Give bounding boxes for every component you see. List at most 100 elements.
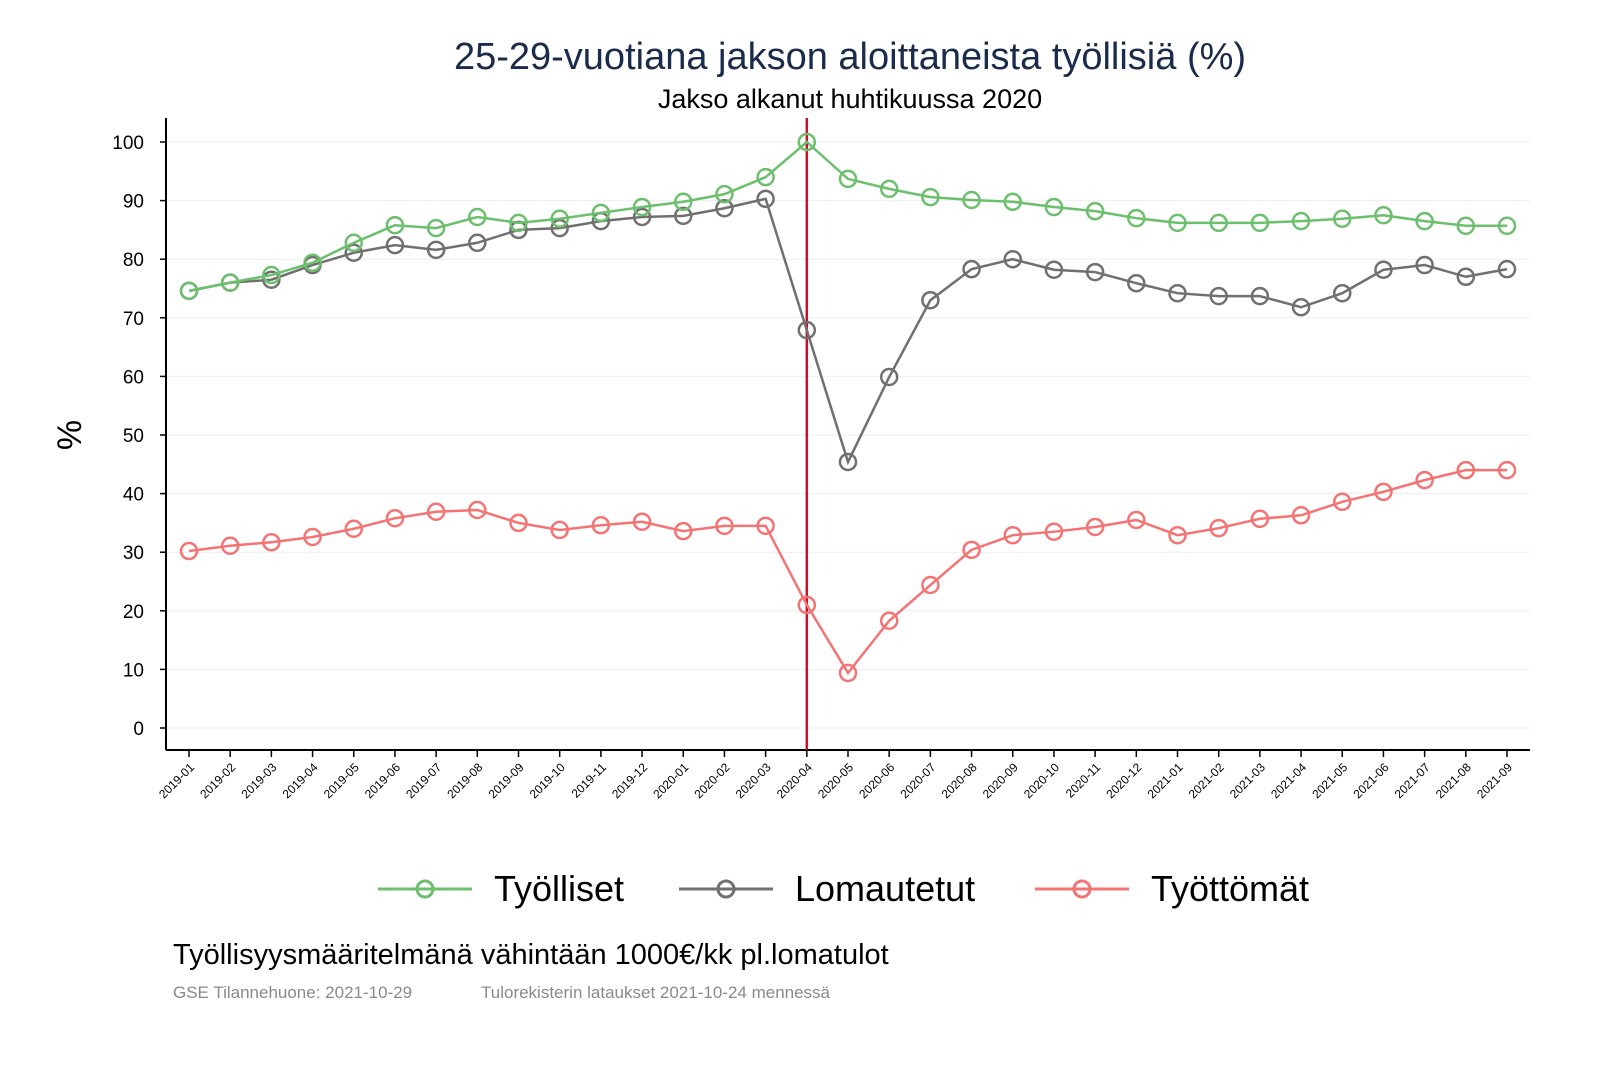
data-point (1415, 255, 1434, 275)
data-point (1291, 506, 1311, 525)
data-point (962, 540, 981, 560)
data-point (550, 218, 569, 238)
x-tick-label: 2021-07 (1392, 760, 1433, 801)
data-point (550, 209, 569, 229)
data-point (591, 515, 611, 535)
x-tick-label: 2019-04 (280, 760, 321, 801)
data-point (797, 595, 817, 615)
data-point (303, 253, 322, 272)
data-point (1497, 259, 1517, 279)
series-line (188, 140, 1507, 293)
data-point (426, 218, 446, 238)
data-point (921, 187, 940, 207)
data-point (1497, 460, 1517, 480)
data-note: Tulorekisterin lataukset 2021-10-24 menn… (481, 983, 831, 1002)
data-point (1127, 273, 1146, 293)
series-1 (179, 189, 1517, 472)
data-point (385, 215, 405, 235)
x-tick-label: 2020-03 (733, 760, 774, 801)
data-point (1085, 262, 1105, 282)
data-point (1333, 283, 1352, 303)
x-tick-label: 2019-01 (156, 760, 197, 801)
data-point (1003, 525, 1022, 545)
data-point (1127, 510, 1146, 530)
data-point (591, 203, 611, 223)
data-point (1333, 209, 1352, 229)
data-point (1497, 216, 1517, 236)
x-tick-label: 2020-02 (692, 760, 733, 801)
data-point (1003, 192, 1022, 212)
y-tick-label: 10 (123, 660, 144, 681)
data-point (838, 169, 858, 189)
legend-label: Lomautetut (795, 868, 976, 909)
x-tick-label: 2020-09 (980, 760, 1021, 801)
data-point (632, 512, 652, 531)
x-tick-label: 2020-06 (856, 760, 897, 801)
data-point (715, 516, 734, 536)
data-point (1209, 213, 1228, 233)
data-point (344, 519, 363, 539)
y-tick-label: 60 (123, 367, 144, 388)
data-point (1168, 283, 1187, 303)
legend-label: Työttömät (1151, 868, 1310, 909)
data-point (756, 189, 775, 209)
data-point (1456, 460, 1476, 480)
y-tick-label: 40 (123, 485, 144, 506)
series-line (188, 468, 1507, 676)
data-point (1003, 249, 1022, 269)
data-point (426, 240, 446, 260)
legend-label: Työlliset (494, 868, 625, 909)
data-point (426, 502, 446, 522)
data-point (879, 611, 899, 631)
y-tick-label: 80 (123, 250, 144, 271)
y-tick-label: 90 (123, 192, 144, 213)
data-point (715, 184, 734, 204)
data-point (1044, 522, 1064, 541)
data-point (756, 516, 775, 536)
data-point (262, 532, 281, 552)
x-tick-label: 2020-10 (1021, 760, 1062, 801)
x-tick-label: 2019-07 (403, 760, 444, 801)
series-0 (179, 132, 1517, 301)
definition-note: Työllisyysmääritelmänä vähintään 1000€/k… (173, 939, 889, 971)
legend-item-tyottomat: Työttömät (1035, 868, 1309, 910)
legend-item-tyolliset: Työlliset (378, 868, 624, 910)
y-tick-label: 50 (123, 426, 144, 447)
data-point (1209, 518, 1228, 538)
x-tick-label: 2020-05 (815, 760, 856, 801)
x-tick-label: 2021-09 (1474, 760, 1515, 801)
x-tick-label: 2019-08 (444, 760, 485, 801)
x-tick-label: 2020-04 (774, 760, 815, 801)
data-point (879, 367, 899, 387)
legend-marker-green (378, 879, 472, 899)
data-point (797, 132, 817, 152)
x-tick-label: 2021-06 (1351, 760, 1392, 801)
series-line (188, 197, 1508, 466)
data-point (1456, 216, 1476, 236)
data-point (509, 213, 528, 233)
data-point (674, 192, 693, 212)
y-axis-label: % (51, 420, 89, 450)
legend-marker-gray (679, 879, 773, 899)
y-tick-label: 20 (123, 602, 144, 623)
data-point (674, 521, 693, 541)
x-tick-label: 2019-12 (609, 760, 650, 801)
y-tick-label: 0 (133, 719, 144, 740)
chart-title: 25-29-vuotiana jakson aloittaneista työl… (453, 36, 1247, 78)
y-tick-label: 70 (123, 309, 144, 330)
legend-item-lomautetut: Lomautetut (679, 868, 975, 910)
data-point (468, 207, 487, 227)
x-tick-label: 2021-08 (1433, 760, 1474, 801)
data-point (879, 179, 899, 199)
data-point (468, 500, 487, 520)
data-point (262, 270, 281, 289)
data-point (962, 259, 981, 279)
x-tick-label: 2019-05 (321, 760, 362, 801)
x-tick-label: 2021-04 (1268, 760, 1309, 801)
data-point (220, 536, 240, 556)
data-point (674, 206, 693, 226)
x-tick-label: 2021-02 (1186, 760, 1227, 801)
x-tick-label: 2020-08 (939, 760, 980, 801)
source-note: GSE Tilannehuone: 2021-10-29 (173, 983, 413, 1002)
